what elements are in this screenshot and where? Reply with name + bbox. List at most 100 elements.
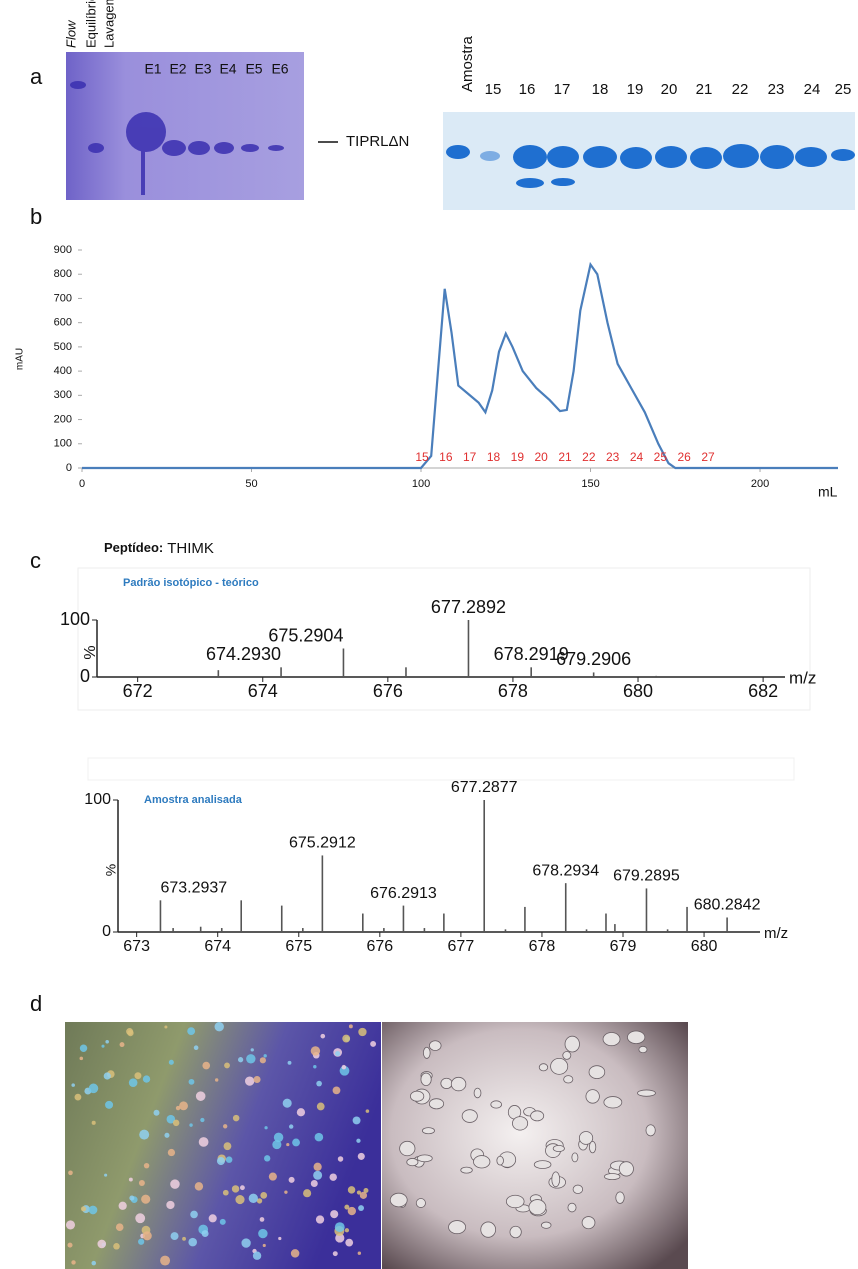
crystal	[627, 1031, 644, 1044]
crystal	[269, 1173, 277, 1181]
crystal	[288, 1061, 292, 1065]
crystal	[568, 1203, 576, 1212]
fraction-label: 24	[630, 450, 644, 464]
fraction-label: 21	[558, 450, 572, 464]
crystal	[189, 1123, 192, 1126]
peak-label: 674.2930	[206, 644, 281, 664]
y-tick-label: 0	[102, 923, 111, 940]
panel-label: b	[30, 204, 42, 229]
peptide-label: Peptídeo: THIMK	[104, 540, 214, 557]
crystal	[335, 1051, 340, 1056]
crystal	[342, 1065, 346, 1069]
lane-label: 22	[732, 81, 749, 98]
crystal	[421, 1073, 431, 1086]
crystal	[91, 1261, 96, 1266]
crystal	[105, 1101, 113, 1109]
crystal	[345, 1228, 349, 1232]
crystal	[264, 1126, 267, 1129]
crystal	[226, 1156, 233, 1163]
crystal	[541, 1222, 551, 1228]
crystal	[416, 1199, 425, 1208]
fraction-label: 17	[463, 450, 477, 464]
crystal	[564, 1076, 573, 1083]
crystal	[202, 1062, 210, 1070]
crystal	[586, 1090, 599, 1104]
crystal	[170, 1179, 179, 1188]
crystal	[358, 1028, 366, 1036]
panel-label: a	[30, 64, 43, 89]
y-tick-label: 100	[54, 438, 72, 450]
crystal	[330, 1210, 338, 1218]
crystal	[316, 1081, 322, 1087]
crystal	[92, 1121, 96, 1125]
crystal	[506, 1195, 524, 1207]
crystal	[164, 1133, 169, 1138]
lane-label: E3	[194, 61, 211, 77]
y-axis-label: %	[103, 864, 119, 876]
crystal	[539, 1064, 548, 1071]
x-tick-label: 676	[373, 681, 403, 701]
lane-label: E6	[271, 61, 288, 77]
x-tick-label: 682	[748, 681, 778, 701]
crystal	[141, 1195, 150, 1204]
crystal	[333, 1251, 338, 1256]
crystal	[238, 1057, 243, 1062]
crystal	[481, 1222, 496, 1237]
crystal	[441, 1078, 452, 1088]
x-tick-label: 677	[448, 938, 475, 955]
x-tick-label: 674	[204, 938, 231, 955]
y-tick-label: 0	[80, 666, 90, 686]
y-tick-label: 500	[54, 341, 72, 353]
crystal	[333, 1086, 341, 1094]
crystal	[313, 1065, 316, 1068]
fraction-label: 23	[606, 450, 620, 464]
crystal	[119, 1202, 127, 1210]
lane-label: 18	[592, 81, 609, 98]
crystal	[356, 1139, 360, 1143]
crystal	[80, 1045, 87, 1052]
crystal	[168, 1149, 175, 1156]
crystal	[134, 1072, 141, 1079]
crystal	[113, 1243, 120, 1250]
crystal	[531, 1111, 544, 1121]
y-tick-label: 800	[54, 268, 72, 280]
crystal	[245, 1076, 254, 1085]
lane-label: Equilíbrio	[83, 0, 98, 48]
peak-label: 677.2877	[451, 779, 518, 796]
crystal	[552, 1172, 560, 1187]
x-axis-label: m/z	[764, 925, 788, 942]
frame	[78, 568, 810, 710]
crystal	[311, 1046, 320, 1055]
fraction-label: 18	[487, 450, 501, 464]
lane-label: E1	[144, 61, 161, 77]
crystal	[246, 1054, 255, 1063]
crystal	[407, 1158, 418, 1165]
crystal	[417, 1155, 432, 1162]
y-tick-label: 400	[54, 365, 72, 377]
x-tick-label: 672	[123, 681, 153, 701]
lane-label: 16	[519, 81, 536, 98]
crystal	[370, 1041, 376, 1047]
peak-label: 673.2937	[160, 880, 227, 897]
crystal	[104, 1072, 111, 1079]
crystal	[311, 1180, 318, 1187]
crystal	[179, 1101, 188, 1110]
crystal	[224, 1062, 230, 1068]
y-tick-label: 300	[54, 389, 72, 401]
crystal	[345, 1239, 353, 1247]
y-tick-label: 900	[54, 244, 72, 256]
crystal	[143, 1075, 150, 1082]
crystal	[195, 1182, 203, 1190]
crystal	[313, 1171, 322, 1180]
crystal	[534, 1161, 551, 1169]
peptide-name: THIMK	[167, 540, 214, 557]
figure: a b c d Flow Equilíbrio Lavagem E1 E2 E3…	[0, 0, 858, 1269]
crystal	[182, 1237, 186, 1241]
crystal	[240, 1185, 245, 1190]
peak-label: 680.2842	[694, 897, 761, 914]
peptide-prefix: Peptídeo:	[104, 540, 163, 555]
crystal	[188, 1238, 197, 1247]
crystal	[638, 1090, 656, 1096]
crystal	[190, 1211, 198, 1219]
crystal	[196, 1091, 206, 1101]
